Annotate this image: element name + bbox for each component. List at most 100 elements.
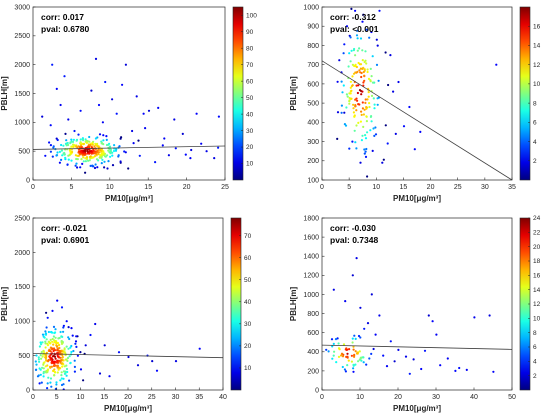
data-point	[354, 9, 357, 12]
data-point	[184, 153, 187, 156]
data-point	[217, 115, 220, 118]
data-point	[373, 134, 376, 137]
data-point	[344, 124, 348, 127]
x-tick-label: 30	[481, 184, 489, 191]
data-point	[56, 355, 60, 358]
data-point	[90, 89, 93, 92]
data-point	[108, 145, 112, 148]
data-point	[100, 152, 103, 156]
data-point	[189, 157, 192, 160]
data-point	[351, 140, 354, 143]
data-point	[54, 364, 57, 367]
data-point	[77, 154, 80, 157]
data-point	[364, 101, 367, 104]
data-point	[354, 141, 357, 144]
data-point	[50, 385, 53, 388]
x-tick-label: 0	[31, 394, 35, 401]
data-point	[174, 147, 177, 150]
data-point	[55, 383, 58, 386]
data-point	[73, 359, 76, 362]
data-point	[66, 141, 69, 145]
data-point	[370, 293, 373, 296]
data-point	[45, 355, 48, 359]
data-point	[332, 354, 335, 357]
data-point	[37, 356, 40, 359]
data-point	[352, 370, 355, 373]
data-point	[84, 344, 87, 347]
data-point	[97, 103, 101, 107]
data-point	[60, 383, 64, 387]
data-point	[361, 20, 364, 23]
data-point	[352, 367, 355, 370]
data-point	[44, 357, 48, 360]
y-tick-label: 0	[26, 387, 30, 394]
data-point	[68, 379, 71, 382]
data-point	[91, 164, 94, 167]
colorbar-tick-label: 10	[244, 365, 252, 372]
data-point	[366, 68, 369, 71]
data-point	[359, 306, 362, 309]
data-point	[364, 50, 367, 53]
data-point	[49, 338, 52, 341]
data-point	[56, 359, 59, 362]
data-point	[69, 142, 72, 145]
x-tick-label: 10	[356, 394, 364, 401]
data-point	[82, 156, 85, 159]
colorbar-tick-label: 80	[246, 45, 254, 52]
colorbar-tick-label: 40	[244, 299, 252, 306]
data-point	[88, 135, 91, 139]
data-point	[59, 103, 62, 107]
data-point	[91, 156, 94, 159]
data-point	[65, 139, 68, 142]
data-point	[44, 330, 47, 333]
data-point	[62, 144, 65, 147]
data-point	[350, 89, 353, 92]
y-tick-label: 3000	[14, 4, 30, 11]
data-point	[131, 129, 134, 133]
data-point	[384, 51, 387, 54]
data-point	[370, 120, 373, 123]
data-point	[397, 348, 400, 351]
data-point	[127, 355, 130, 359]
data-point	[354, 54, 357, 57]
data-point	[362, 113, 365, 116]
data-point	[42, 375, 45, 378]
data-point	[52, 335, 56, 338]
data-point	[340, 111, 343, 114]
x-tick-label: 15	[100, 394, 108, 401]
data-point	[362, 81, 365, 84]
x-tick-label: 25	[148, 394, 156, 401]
data-point	[344, 300, 347, 303]
colorbar-tick-label: 90	[246, 29, 254, 36]
x-tick-label: 0	[320, 394, 324, 401]
data-point	[353, 353, 356, 356]
data-point	[362, 125, 365, 128]
y-tick-label: 1200	[303, 273, 319, 280]
data-point	[70, 159, 73, 162]
data-point	[35, 368, 38, 371]
data-point	[103, 166, 106, 169]
data-point	[66, 163, 69, 166]
data-point	[102, 139, 105, 142]
data-point	[88, 150, 91, 153]
colorbar-tick-label: 14	[533, 43, 541, 50]
data-point	[82, 160, 85, 163]
data-point	[385, 365, 389, 368]
data-point	[52, 343, 55, 346]
data-point	[67, 143, 70, 147]
data-point	[356, 70, 359, 73]
data-point	[45, 351, 48, 354]
data-point	[351, 84, 354, 87]
data-point	[63, 372, 67, 375]
regression-line	[33, 353, 223, 359]
data-point	[341, 91, 344, 94]
plot-marks	[33, 299, 223, 390]
data-point	[72, 138, 75, 141]
data-point	[58, 351, 62, 354]
data-point	[54, 357, 57, 360]
data-point	[61, 365, 64, 368]
data-point	[333, 350, 336, 353]
data-point	[42, 350, 45, 353]
data-point	[343, 43, 346, 46]
x-tick-label: 30	[432, 394, 440, 401]
